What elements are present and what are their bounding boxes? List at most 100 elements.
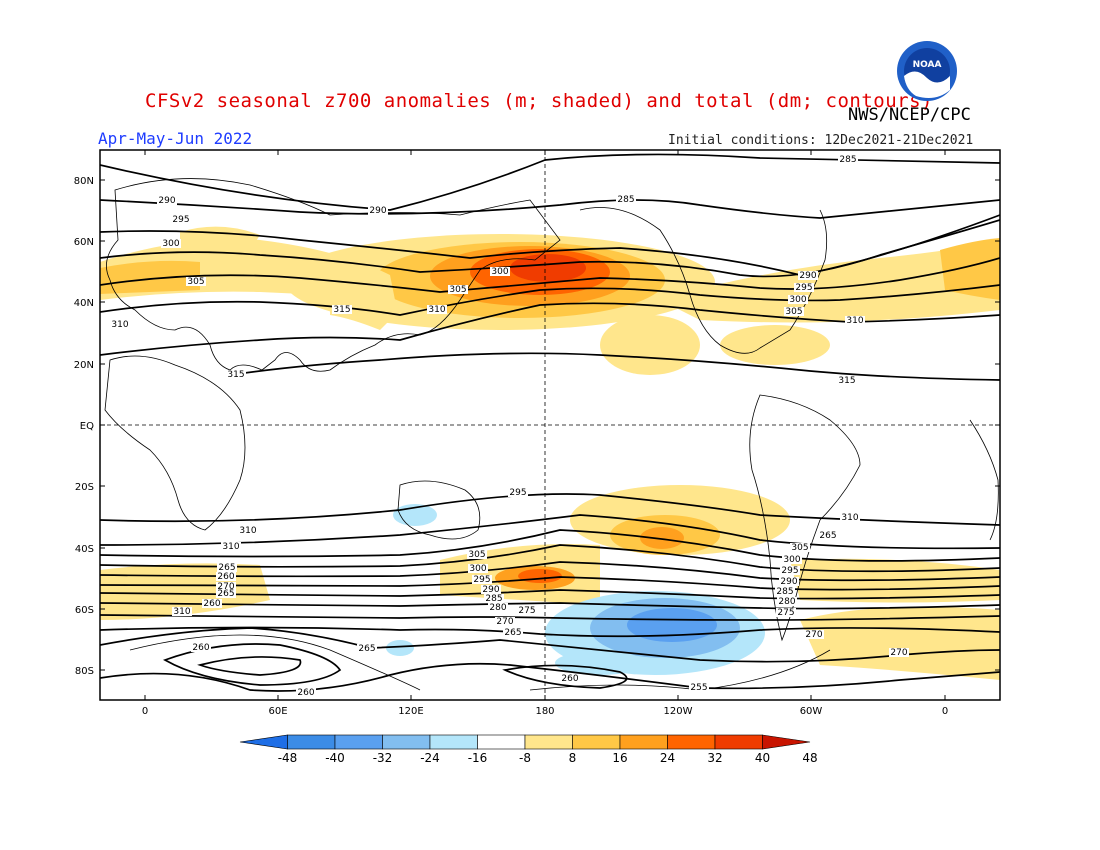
contour-label: 290 bbox=[369, 206, 386, 216]
colorbar-label: -48 bbox=[278, 751, 298, 765]
contour-label-bg bbox=[560, 674, 580, 683]
colorbar-label: 24 bbox=[660, 751, 675, 765]
noaa-logo: NOAA bbox=[897, 41, 957, 101]
colorbar-swatch bbox=[762, 734, 811, 750]
lat-label: 60N bbox=[74, 237, 94, 248]
contour-label-bg bbox=[157, 196, 177, 205]
contour-label: 310 bbox=[111, 320, 128, 330]
contour-label: 315 bbox=[333, 305, 350, 315]
contour-label: 295 bbox=[795, 283, 812, 293]
colorbar-label: -32 bbox=[373, 751, 393, 765]
contour-label-bg bbox=[481, 585, 501, 594]
agency-label: NWS/NCEP/CPC bbox=[848, 105, 971, 125]
contour-label-bg bbox=[495, 617, 515, 626]
coastlines bbox=[104, 178, 999, 691]
contour-label: 300 bbox=[162, 239, 179, 249]
colorbar-swatch bbox=[287, 734, 336, 750]
contour-label-bg bbox=[427, 305, 447, 314]
colorbar-swatch bbox=[477, 734, 526, 750]
contour-label: 290 bbox=[158, 196, 175, 206]
lat-label: 80N bbox=[74, 176, 94, 187]
contour-label: 265 bbox=[218, 563, 235, 573]
contour-label-bg bbox=[216, 582, 236, 591]
contour-label-bg bbox=[186, 277, 206, 286]
lat-label: 60S bbox=[75, 605, 94, 616]
contour-label: 265 bbox=[358, 644, 375, 654]
contour-label: 260 bbox=[192, 643, 209, 653]
contour-label: 265 bbox=[504, 628, 521, 638]
contour-label: 290 bbox=[780, 577, 797, 587]
colorbar-label: 32 bbox=[707, 751, 722, 765]
colorbar-swatch bbox=[239, 734, 288, 750]
contour-label: 305 bbox=[468, 550, 485, 560]
contour-label-bg bbox=[221, 542, 241, 551]
lat-label: 40N bbox=[74, 298, 94, 309]
lat-label: 20S bbox=[75, 482, 94, 493]
contour-label-bg bbox=[484, 594, 504, 603]
contour-label-bg bbox=[776, 608, 796, 617]
contour-label-bg bbox=[788, 295, 808, 304]
contour-label-bg bbox=[794, 283, 814, 292]
lat-label: 40S bbox=[75, 544, 94, 555]
contour-label-bg bbox=[217, 563, 237, 572]
lat-label: 80S bbox=[75, 666, 94, 677]
contour-label: 285 bbox=[485, 594, 502, 604]
colorbar-swatch bbox=[524, 734, 573, 750]
lon-label: 60W bbox=[800, 706, 823, 717]
contour-label: 305 bbox=[187, 277, 204, 287]
colorbar-swatch bbox=[382, 734, 431, 750]
contour-label-bg bbox=[503, 628, 523, 637]
lon-label: 180 bbox=[535, 706, 554, 717]
contour-label-bg bbox=[837, 376, 857, 385]
contour-label: 265 bbox=[819, 531, 836, 541]
contour-label: 315 bbox=[838, 376, 855, 386]
contour-label: 305 bbox=[791, 543, 808, 553]
contour-label-bg bbox=[110, 320, 130, 329]
contour-label: 275 bbox=[518, 606, 535, 616]
geopotential-contours bbox=[100, 153, 1000, 692]
contour-label-bg bbox=[775, 587, 795, 596]
contour-label-bg bbox=[838, 155, 858, 164]
contour-label-bg bbox=[889, 648, 909, 657]
contour-label: 295 bbox=[172, 215, 189, 225]
contour-label: 315 bbox=[227, 370, 244, 380]
svg-text:NOAA: NOAA bbox=[913, 60, 942, 70]
contour-label: 260 bbox=[203, 599, 220, 609]
contour-label: 310 bbox=[846, 316, 863, 326]
contour-label-bg bbox=[216, 572, 236, 581]
contour-label-bg bbox=[689, 683, 709, 692]
colorbar-label: -16 bbox=[468, 751, 488, 765]
contour-label-bg bbox=[467, 550, 487, 559]
contour-label-bg bbox=[490, 267, 510, 276]
lat-label: EQ bbox=[80, 421, 94, 432]
contour-label-bg bbox=[840, 513, 860, 522]
contour-label: 310 bbox=[841, 513, 858, 523]
contour-label: 275 bbox=[777, 608, 794, 618]
contour-label: 310 bbox=[222, 542, 239, 552]
lon-label: 0 bbox=[942, 706, 948, 717]
initial-conditions-label: Initial conditions: 12Dec2021-21Dec2021 bbox=[668, 133, 974, 148]
lat-label: 20N bbox=[74, 360, 94, 371]
contour-label: 260 bbox=[561, 674, 578, 684]
anomaly-shading bbox=[100, 226, 1000, 680]
contour-label: 300 bbox=[783, 555, 800, 565]
lon-label: 0 bbox=[142, 706, 148, 717]
longitude-axis: 0 60E 120E 180 120W 60W 0 bbox=[142, 150, 948, 717]
contour-label-bg bbox=[472, 575, 492, 584]
contour-label: 280 bbox=[489, 603, 506, 613]
contour-label: 260 bbox=[217, 572, 234, 582]
contour-label-bg bbox=[332, 305, 352, 314]
contour-label-bg bbox=[790, 543, 810, 552]
contour-label: 300 bbox=[789, 295, 806, 305]
contour-label: 295 bbox=[473, 575, 490, 585]
chart-title: CFSv2 seasonal z700 anomalies (m; shaded… bbox=[145, 90, 933, 112]
contour-label-bg bbox=[779, 577, 799, 586]
contour-label: 310 bbox=[173, 607, 190, 617]
contour-label-bg bbox=[202, 599, 222, 608]
contour-label-bg bbox=[238, 526, 258, 535]
contour-label-bg bbox=[296, 688, 316, 697]
contour-label-bg bbox=[226, 370, 246, 379]
contour-label-bg bbox=[357, 644, 377, 653]
colorbar-swatch bbox=[572, 734, 621, 750]
contour-label: 270 bbox=[496, 617, 513, 627]
